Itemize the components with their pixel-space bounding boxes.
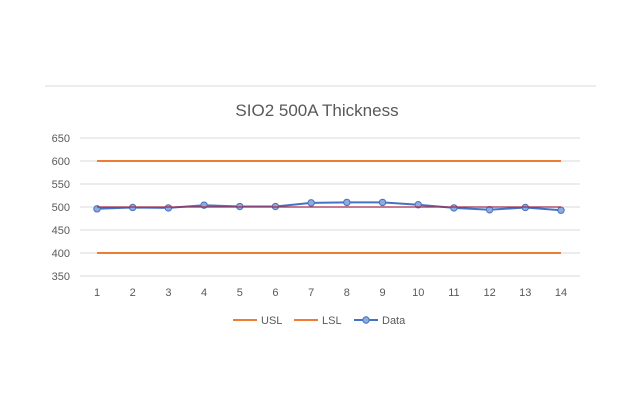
y-tick-label: 650	[52, 133, 70, 145]
x-tick-label: 14	[555, 287, 567, 299]
legend-label: USL	[261, 315, 282, 327]
data-point	[343, 198, 351, 207]
data-point	[450, 204, 458, 212]
chart-title: SIO2 500A Thickness	[235, 101, 398, 120]
data-point	[307, 199, 315, 207]
x-tick-label: 7	[308, 287, 314, 299]
data-point	[557, 206, 565, 214]
x-tick-label: 4	[201, 287, 207, 299]
x-axis-ticks: 1 2 3 4 5 6 7 8 9 10 11 12 13 14	[94, 287, 567, 299]
x-tick-label: 8	[344, 287, 350, 299]
y-tick-label: 450	[52, 225, 70, 237]
y-tick-label: 400	[52, 248, 70, 260]
x-tick-label: 12	[483, 287, 495, 299]
legend-marker	[362, 316, 370, 324]
x-tick-label: 11	[448, 287, 459, 299]
x-tick-label: 2	[130, 287, 136, 299]
data-point	[414, 201, 422, 209]
x-tick-label: 10	[412, 287, 424, 299]
y-axis-ticks: 350 400 450 500 550 600 650	[52, 133, 70, 283]
legend-label: Data	[382, 315, 406, 327]
x-tick-label: 1	[94, 287, 100, 299]
y-tick-label: 550	[52, 179, 70, 191]
x-tick-label: 13	[519, 287, 531, 299]
y-tick-label: 350	[52, 271, 70, 283]
y-tick-label: 600	[52, 156, 70, 168]
x-tick-label: 9	[379, 287, 385, 299]
series-group	[93, 160, 565, 254]
legend: USL LSL Data	[233, 315, 406, 327]
x-tick-label: 3	[165, 287, 171, 299]
data-point	[378, 198, 387, 207]
y-tick-label: 500	[52, 202, 70, 214]
legend-label: LSL	[322, 315, 342, 327]
x-tick-label: 5	[237, 287, 243, 299]
x-tick-label: 6	[272, 287, 278, 299]
data-point	[164, 204, 173, 212]
